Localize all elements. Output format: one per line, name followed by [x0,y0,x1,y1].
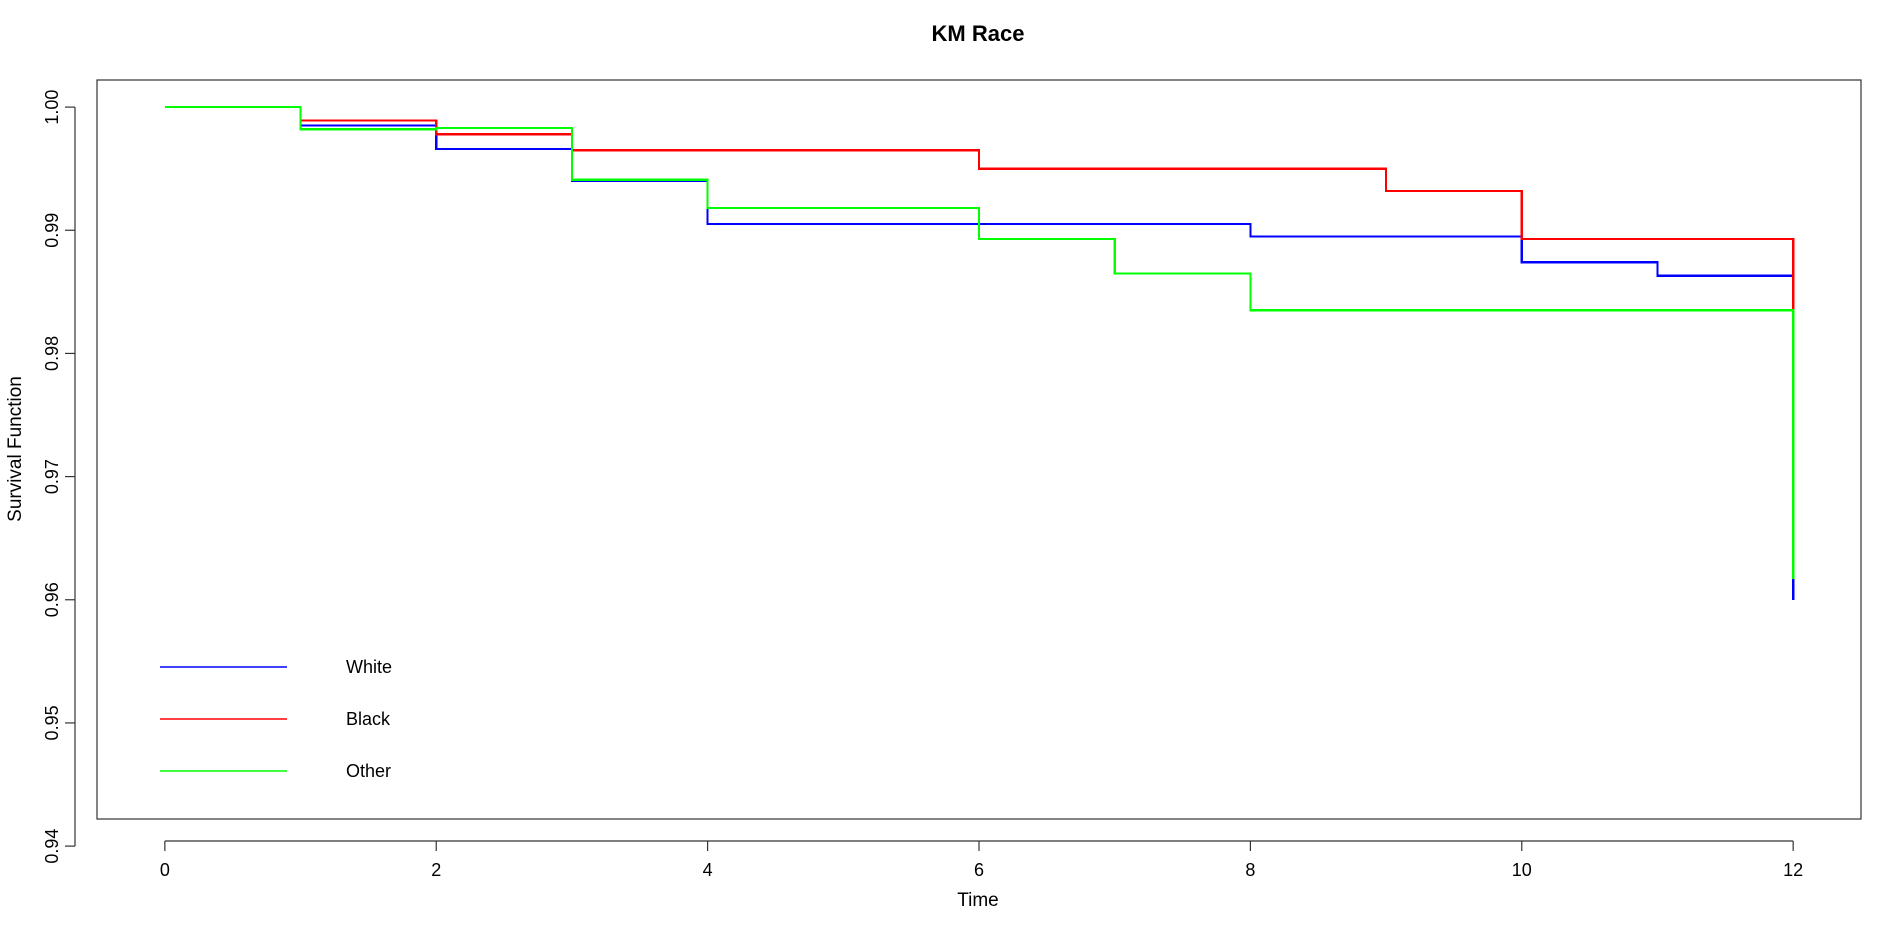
series-line-black [164,105,1795,311]
x-tick-label: 12 [1783,860,1803,880]
series-line-white [164,105,1795,600]
series-group [164,105,1795,600]
y-tick-label: 0.99 [42,213,62,248]
legend-label-black: Black [346,709,391,729]
x-tick-label: 0 [160,860,170,880]
x-tick-label: 6 [974,860,984,880]
x-tick-label: 8 [1245,860,1255,880]
x-axis: 0 2 4 6 8 10 12 [160,840,1803,880]
x-axis-label: Time [957,890,999,911]
y-tick-label: 0.98 [42,336,62,371]
x-tick-label: 2 [431,860,441,880]
y-tick-label: 0.96 [42,582,62,617]
y-tick-label: 1.00 [42,90,62,125]
y-tick-label: 0.94 [42,829,62,864]
legend-label-other: Other [346,761,391,781]
legend: White Black Other [160,657,392,781]
y-tick-label: 0.97 [42,459,62,494]
y-axis: 0.94 0.95 0.96 0.97 0.98 0.99 1.00 [42,90,76,864]
plot-frame [96,79,1862,820]
x-tick-label: 4 [703,860,713,880]
x-tick-label: 10 [1512,860,1532,880]
y-axis-label: Survival Function [5,376,26,522]
chart-title: KM Race [932,21,1025,46]
series-line-other [164,105,1795,579]
legend-label-white: White [346,657,392,677]
y-tick-label: 0.95 [42,705,62,740]
